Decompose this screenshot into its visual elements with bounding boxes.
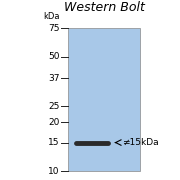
Text: 10: 10 xyxy=(48,167,59,176)
Text: 25: 25 xyxy=(48,102,59,111)
Text: 15: 15 xyxy=(48,138,59,147)
Text: ≠15kDa: ≠15kDa xyxy=(122,138,159,147)
Text: Western Bolt: Western Bolt xyxy=(64,1,145,14)
Text: kDa: kDa xyxy=(43,12,59,21)
Text: 20: 20 xyxy=(48,118,59,127)
Text: 37: 37 xyxy=(48,74,59,83)
Text: 75: 75 xyxy=(48,24,59,33)
Text: 50: 50 xyxy=(48,53,59,62)
FancyBboxPatch shape xyxy=(68,28,140,171)
